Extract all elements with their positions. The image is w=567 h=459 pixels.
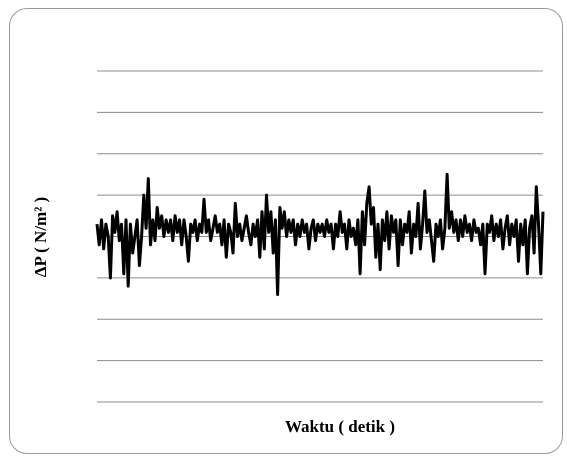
gridlines <box>97 70 543 403</box>
x-axis-title: Waktu ( detik ) <box>285 417 395 436</box>
series-layer <box>95 172 545 296</box>
series-line-1 <box>95 172 545 296</box>
y-axis-title: ΔP ( N/m² ) <box>31 197 50 277</box>
